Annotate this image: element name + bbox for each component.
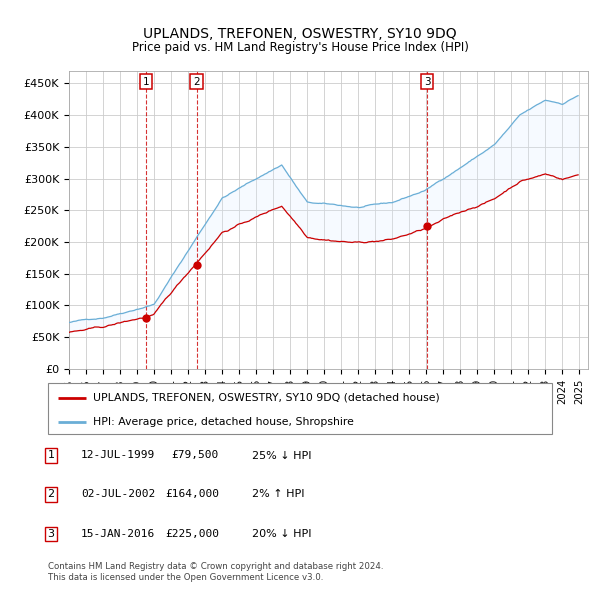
Text: 3: 3 [424, 77, 430, 87]
Text: 20% ↓ HPI: 20% ↓ HPI [252, 529, 311, 539]
Text: 1: 1 [47, 451, 55, 460]
Text: HPI: Average price, detached house, Shropshire: HPI: Average price, detached house, Shro… [94, 417, 354, 427]
Text: Price paid vs. HM Land Registry's House Price Index (HPI): Price paid vs. HM Land Registry's House … [131, 41, 469, 54]
Text: 2% ↑ HPI: 2% ↑ HPI [252, 490, 305, 499]
Text: £79,500: £79,500 [172, 451, 219, 460]
Text: 02-JUL-2002: 02-JUL-2002 [81, 490, 155, 499]
Text: 3: 3 [47, 529, 55, 539]
Text: £225,000: £225,000 [165, 529, 219, 539]
Text: £164,000: £164,000 [165, 490, 219, 499]
Text: 25% ↓ HPI: 25% ↓ HPI [252, 451, 311, 460]
FancyBboxPatch shape [48, 384, 552, 434]
Text: 1: 1 [143, 77, 149, 87]
Text: This data is licensed under the Open Government Licence v3.0.: This data is licensed under the Open Gov… [48, 572, 323, 582]
Text: 15-JAN-2016: 15-JAN-2016 [81, 529, 155, 539]
Text: 2: 2 [193, 77, 200, 87]
Text: Contains HM Land Registry data © Crown copyright and database right 2024.: Contains HM Land Registry data © Crown c… [48, 562, 383, 571]
Text: UPLANDS, TREFONEN, OSWESTRY, SY10 9DQ (detached house): UPLANDS, TREFONEN, OSWESTRY, SY10 9DQ (d… [94, 392, 440, 402]
Text: 12-JUL-1999: 12-JUL-1999 [81, 451, 155, 460]
Text: UPLANDS, TREFONEN, OSWESTRY, SY10 9DQ: UPLANDS, TREFONEN, OSWESTRY, SY10 9DQ [143, 27, 457, 41]
Text: 2: 2 [47, 490, 55, 499]
